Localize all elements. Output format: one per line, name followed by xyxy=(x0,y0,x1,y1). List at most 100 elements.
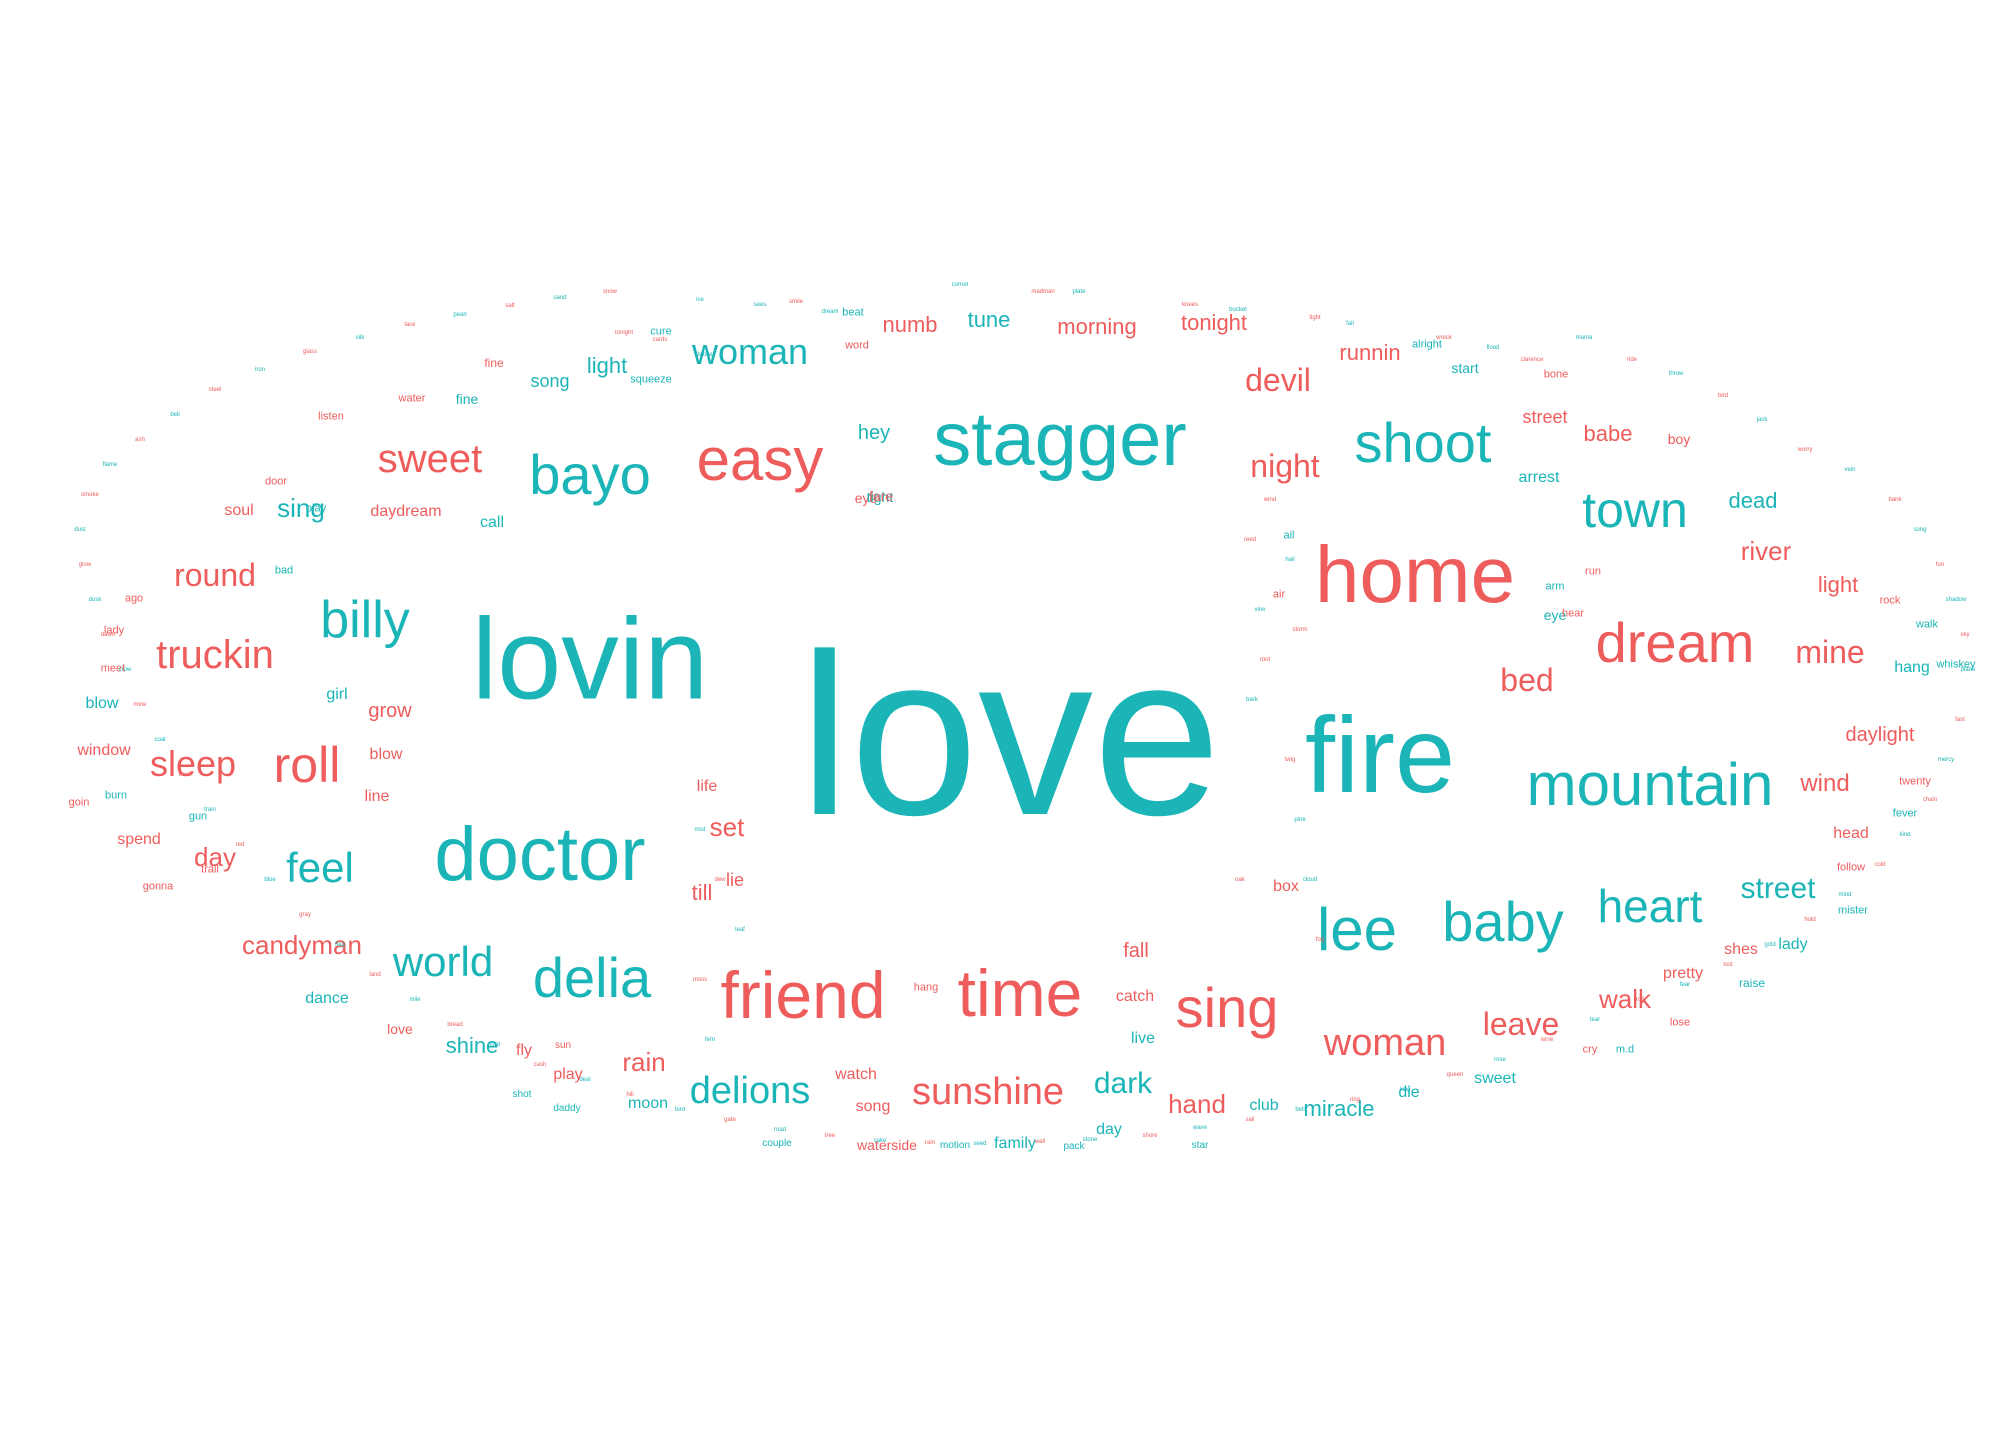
word-tonight: tonight xyxy=(614,330,634,336)
word-rain: rain xyxy=(622,1047,666,1077)
word-follow: follow xyxy=(1836,861,1866,874)
word-queen: queen xyxy=(1446,1072,1464,1078)
word-king: king xyxy=(1399,1087,1411,1093)
word-wind: wind xyxy=(1800,770,1850,797)
word-rose: rose xyxy=(1494,1057,1506,1063)
word-cake: cake xyxy=(873,1138,887,1144)
word-red: red xyxy=(235,842,245,848)
word-hand: hand xyxy=(1168,1089,1226,1119)
word-head: head xyxy=(1833,825,1869,842)
word-shoot: shoot xyxy=(1354,411,1492,474)
word-fine: fine xyxy=(484,356,504,370)
word-bayo: bayo xyxy=(529,443,651,506)
word-hang: hang xyxy=(1894,659,1930,676)
word-leaf: leaf xyxy=(735,927,745,933)
word-set: set xyxy=(709,812,745,842)
word-glass: glass xyxy=(302,349,318,355)
word-lady: lady xyxy=(103,624,125,637)
word-sand: sand xyxy=(553,295,567,301)
word-hail: hail xyxy=(1285,557,1295,563)
word-love: love xyxy=(799,606,1221,863)
word-listen: listen xyxy=(318,410,344,423)
word-babe: babe xyxy=(1583,421,1633,446)
word-lady: lady xyxy=(1778,936,1808,953)
word-rain: rain xyxy=(924,1140,936,1146)
word-fog: fog xyxy=(1315,937,1325,943)
word-raise: raise xyxy=(1738,976,1766,990)
word-cloud: cloud xyxy=(1302,877,1318,883)
word-dawn: dawn xyxy=(100,632,116,638)
word-gun: gun xyxy=(188,810,208,823)
word-tonight: tonight xyxy=(1180,310,1248,335)
word-hill: hill xyxy=(626,1092,634,1098)
word-call: call xyxy=(479,514,505,531)
word-ride: ride xyxy=(1626,357,1638,363)
word-rock: rock xyxy=(1879,594,1901,607)
word-shot: shot xyxy=(512,1089,532,1100)
word-lace: lace xyxy=(404,322,416,328)
word-candyman: candyman xyxy=(242,930,362,960)
word-round: round xyxy=(174,557,256,593)
word-tune: tune xyxy=(967,307,1011,332)
word-wall: wall xyxy=(1034,1139,1046,1145)
word-walk: walk xyxy=(1598,984,1652,1014)
word-mercy: mercy xyxy=(1937,757,1955,763)
word-deal: deal xyxy=(579,1077,591,1083)
word-bad: bad xyxy=(274,564,294,577)
word-gold: gold xyxy=(1764,942,1776,948)
word-train: train xyxy=(204,807,216,813)
word-eye: eye xyxy=(1543,607,1567,623)
word-mist: mist xyxy=(694,827,706,833)
word-crow: crow xyxy=(118,667,132,673)
word-ail: ail xyxy=(1283,529,1295,542)
word-bird: bird xyxy=(1717,393,1729,399)
word-love: love xyxy=(387,1021,413,1037)
word-sky: sky xyxy=(1960,632,1970,638)
word-waterside: waterside xyxy=(857,1137,917,1153)
word-door: door xyxy=(264,475,288,488)
word-worry: worry xyxy=(1797,447,1813,453)
word-delions: delions xyxy=(689,1070,811,1112)
word-bell: bell xyxy=(1295,1107,1305,1113)
word-hey: hey xyxy=(857,422,891,444)
word-song: song xyxy=(1913,527,1927,533)
word-storm: storm xyxy=(1292,627,1308,633)
word-sunshine: sunshine xyxy=(911,1071,1065,1113)
word-bird: bird xyxy=(674,1107,686,1113)
word-shadow: shadow xyxy=(1945,597,1967,603)
word-billy: billy xyxy=(320,591,410,649)
word-mister: mister xyxy=(1838,904,1868,917)
word-home: home xyxy=(1314,530,1516,619)
word-lose: lose xyxy=(1669,1016,1691,1029)
word-life: life xyxy=(696,778,718,795)
word-truckin: truckin xyxy=(156,633,274,677)
word-tree: tree xyxy=(824,1133,836,1139)
word-silk: silk xyxy=(355,335,365,341)
word-street: street xyxy=(1740,872,1816,905)
word-watch: watch xyxy=(835,1066,877,1083)
word-squeeze: squeeze xyxy=(630,373,672,386)
word-club: club xyxy=(1249,1097,1279,1114)
word-arm: arm xyxy=(1545,580,1565,593)
word-fun: fun xyxy=(1935,562,1945,568)
word-vein: vein xyxy=(1844,467,1856,473)
word-shore: shore xyxy=(1142,1133,1158,1139)
word-cornet: cornet xyxy=(951,282,969,288)
word-goin: goin xyxy=(68,796,90,809)
word-chain: chain xyxy=(1922,797,1938,803)
word-oak: oak xyxy=(1235,877,1245,883)
word-broke: broke xyxy=(697,352,713,358)
word-numb: numb xyxy=(882,312,938,337)
word-world: world xyxy=(392,938,494,985)
word-wine: wine xyxy=(1540,1037,1554,1043)
word-twig: twig xyxy=(1284,757,1296,763)
word-miracle: miracle xyxy=(1303,1096,1375,1121)
word-gray: gray xyxy=(299,912,311,918)
word-dance: dance xyxy=(305,990,349,1007)
word-glow: glow xyxy=(78,562,92,568)
word-soul: soul xyxy=(224,502,254,519)
word-gonna: gonna xyxy=(142,880,174,893)
word-ago: ago xyxy=(124,592,144,605)
word-family: family xyxy=(994,1135,1036,1152)
word-salt: salt xyxy=(505,303,515,309)
